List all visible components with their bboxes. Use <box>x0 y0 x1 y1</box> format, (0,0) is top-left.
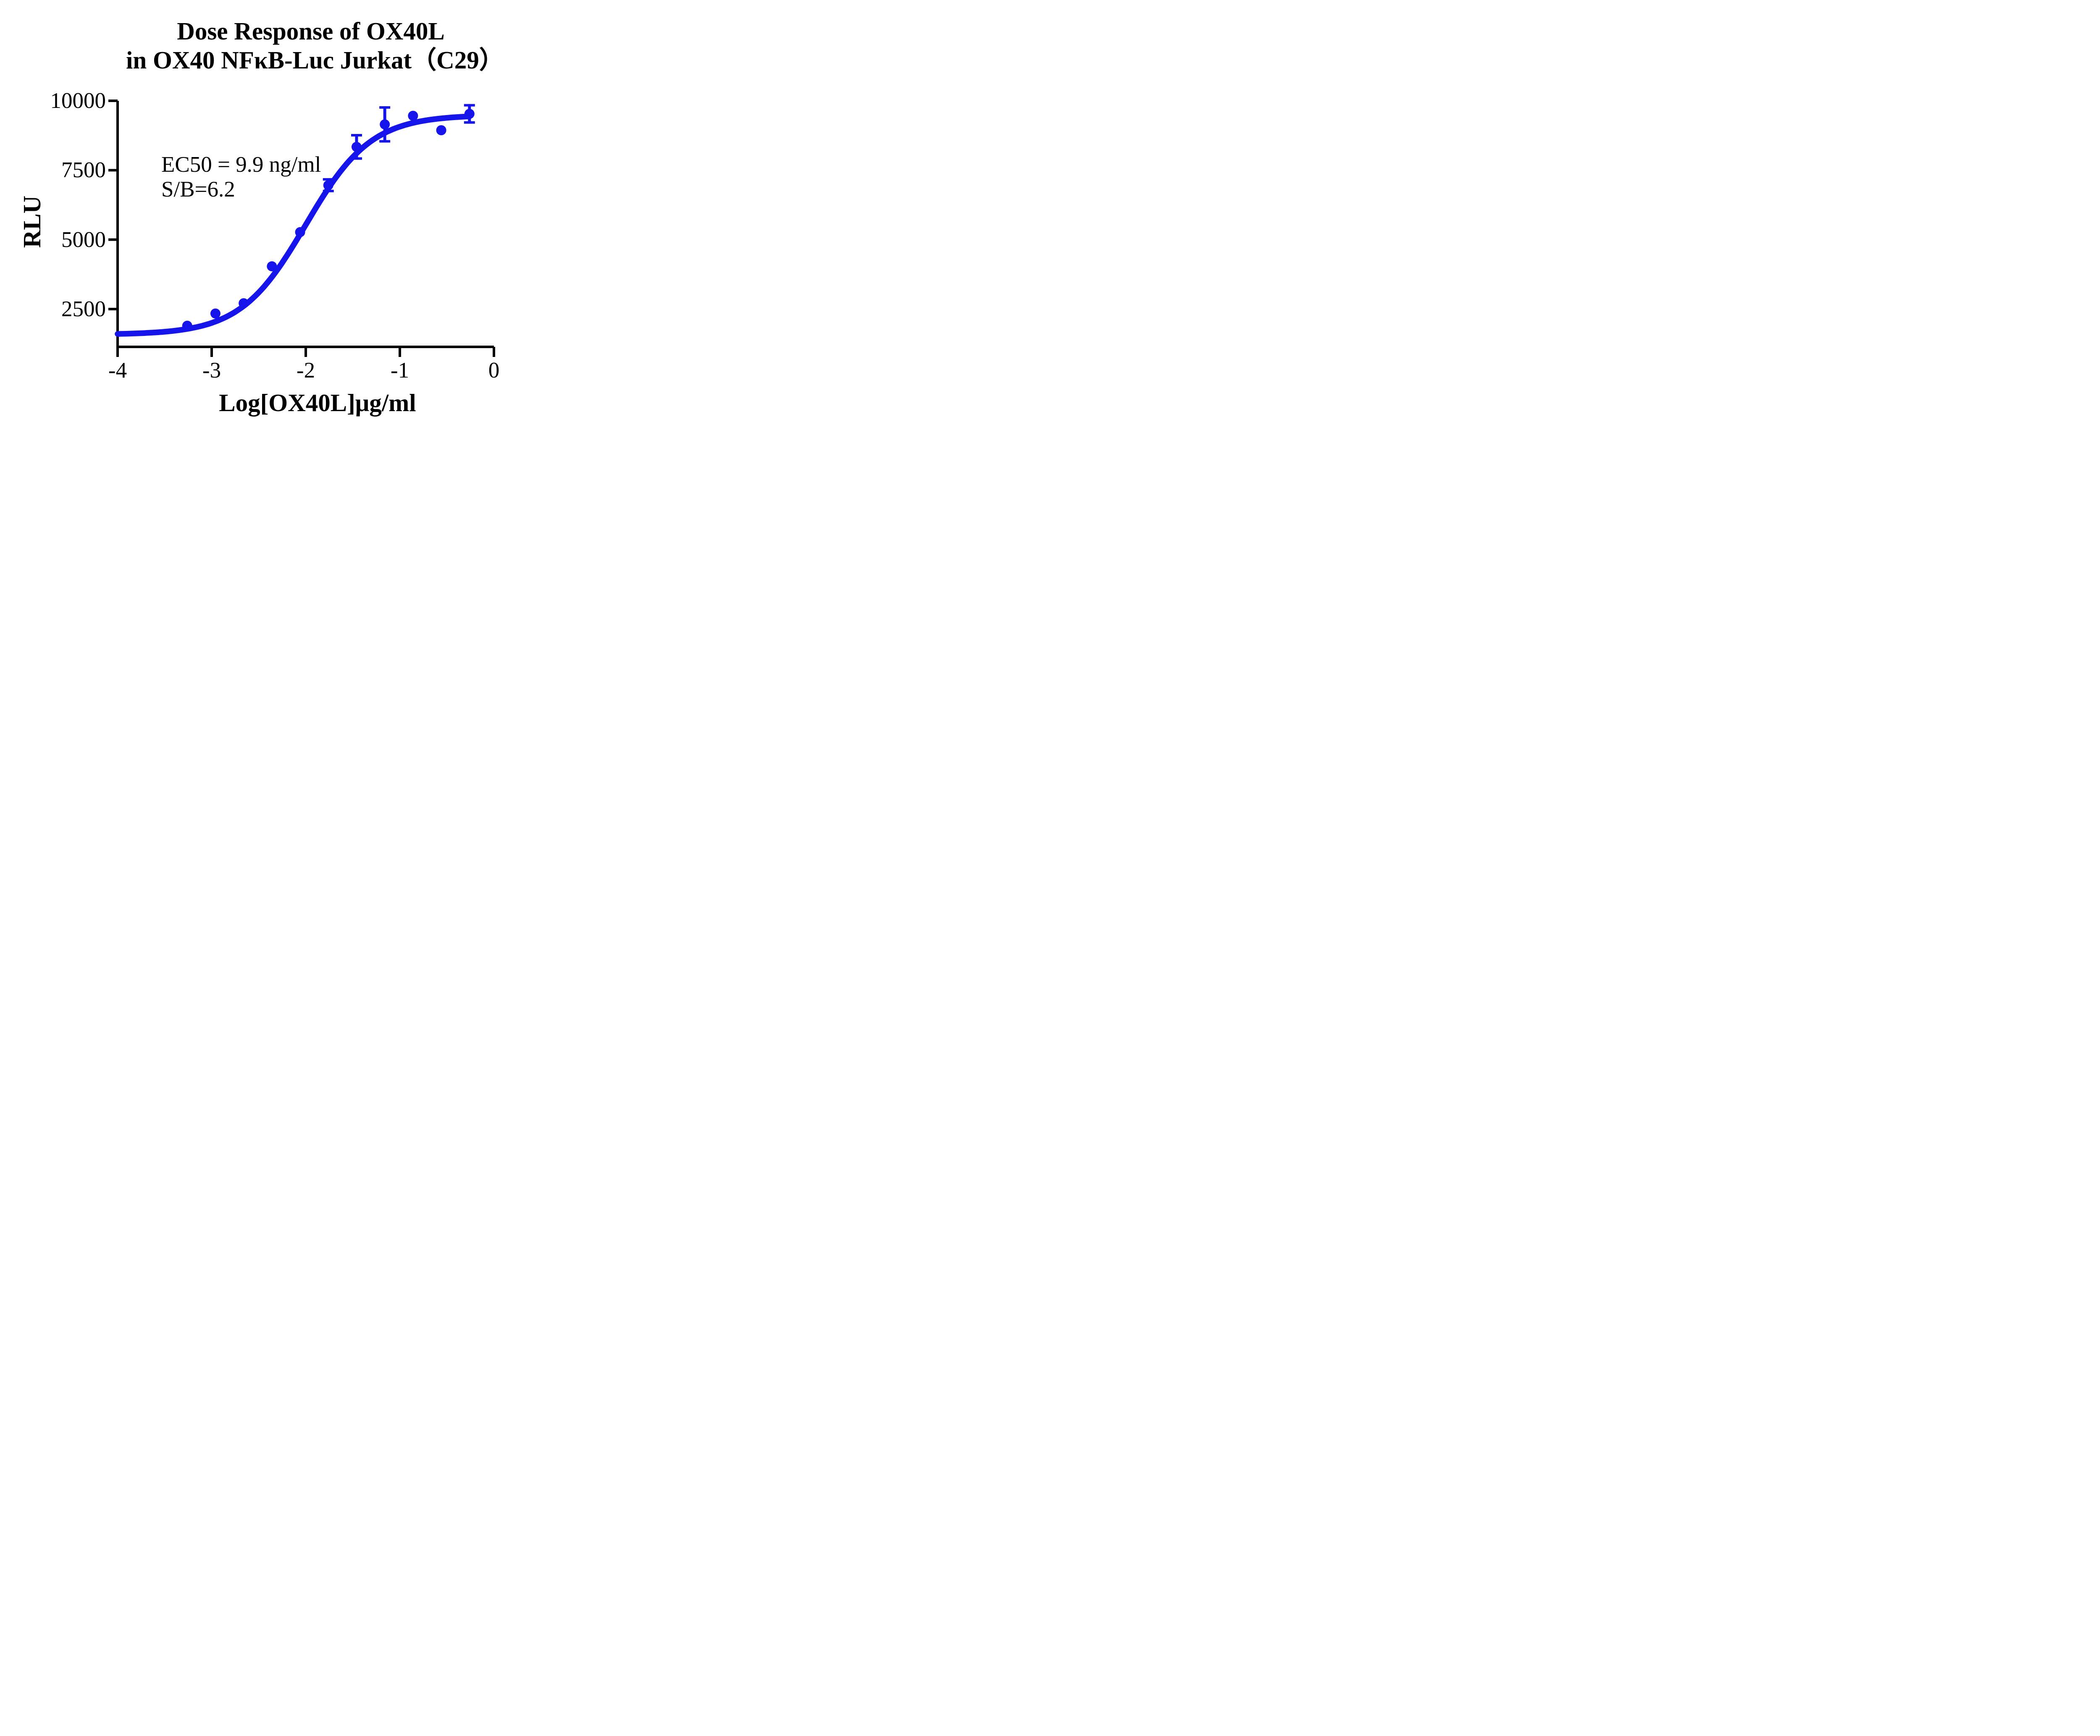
plot-area <box>108 100 495 357</box>
data-point-marker <box>323 180 333 191</box>
data-point-marker <box>351 142 362 152</box>
signal-background-annotation: S/B=6.2 <box>161 177 235 202</box>
chart-title-line2: in OX40 NFκB-Luc Jurkat（C29） <box>126 46 504 74</box>
data-point-marker <box>239 298 249 309</box>
fit-annotation: EC50 = 9.9 ng/ml S/B=6.2 <box>161 152 321 202</box>
data-point-marker <box>182 320 192 331</box>
data-point-marker <box>295 227 305 237</box>
x-tick-label: -4 <box>108 358 127 383</box>
x-tick-label: -1 <box>390 358 410 383</box>
x-tick-label: -2 <box>296 358 315 383</box>
data-point-marker <box>464 109 475 119</box>
data-point-marker <box>210 308 220 319</box>
y-tick-label: 7500 <box>61 158 106 183</box>
data-point-marker <box>380 119 390 130</box>
dose-response-figure: Dose Response of OX40L in OX40 NFκB-Luc … <box>0 0 549 434</box>
x-tick-label: 0 <box>488 358 500 383</box>
y-tick-label: 5000 <box>61 227 106 252</box>
data-point-marker <box>436 125 446 136</box>
data-point-marker <box>408 110 418 121</box>
x-axis-title: Log[OX40L]μg/ml <box>219 389 416 417</box>
chart-title: Dose Response of OX40L in OX40 NFκB-Luc … <box>126 17 504 75</box>
data-point-marker <box>267 261 277 272</box>
y-tick-label: 10000 <box>50 89 106 113</box>
ec50-annotation: EC50 = 9.9 ng/ml <box>161 152 321 177</box>
chart-title-line1: Dose Response of OX40L <box>177 17 445 45</box>
y-tick-label: 2500 <box>61 297 106 321</box>
x-tick-label: -3 <box>202 358 221 383</box>
fit-curve <box>115 113 472 337</box>
